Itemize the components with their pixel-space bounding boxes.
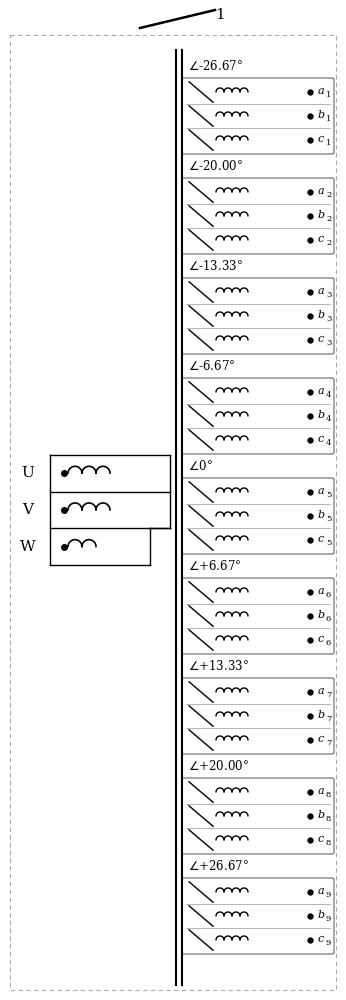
Text: c: c bbox=[318, 134, 324, 144]
Text: a: a bbox=[318, 186, 325, 196]
Text: a: a bbox=[318, 86, 325, 96]
Text: b: b bbox=[318, 510, 325, 520]
Text: 7: 7 bbox=[326, 691, 331, 699]
Text: a: a bbox=[318, 286, 325, 296]
Text: 3: 3 bbox=[326, 315, 331, 323]
Text: c: c bbox=[318, 634, 324, 644]
Text: 8: 8 bbox=[326, 791, 331, 799]
Text: 5: 5 bbox=[326, 491, 331, 499]
Text: b: b bbox=[318, 310, 325, 320]
Text: 9: 9 bbox=[326, 915, 331, 923]
Text: b: b bbox=[318, 610, 325, 620]
Text: a: a bbox=[318, 686, 325, 696]
Text: 7: 7 bbox=[326, 739, 331, 747]
Text: $\angle$-6.67°: $\angle$-6.67° bbox=[188, 359, 235, 373]
Text: 9: 9 bbox=[326, 891, 331, 899]
Text: b: b bbox=[318, 910, 325, 920]
Text: $\angle$+20.00°: $\angle$+20.00° bbox=[188, 759, 249, 773]
Text: 5: 5 bbox=[326, 539, 331, 547]
Text: W: W bbox=[20, 540, 36, 554]
Text: 2: 2 bbox=[326, 239, 331, 247]
Text: $\angle$0°: $\angle$0° bbox=[188, 459, 213, 473]
Text: 1: 1 bbox=[326, 91, 331, 99]
Text: b: b bbox=[318, 810, 325, 820]
Text: 7: 7 bbox=[326, 715, 331, 723]
Text: 2: 2 bbox=[326, 191, 331, 199]
Text: b: b bbox=[318, 210, 325, 220]
Text: 8: 8 bbox=[326, 839, 331, 847]
Text: c: c bbox=[318, 534, 324, 544]
Text: V: V bbox=[22, 503, 34, 517]
Text: $\angle$-20.00°: $\angle$-20.00° bbox=[188, 159, 243, 173]
Text: b: b bbox=[318, 110, 325, 120]
Text: b: b bbox=[318, 710, 325, 720]
Text: $\angle$+26.67°: $\angle$+26.67° bbox=[188, 859, 249, 873]
Text: 6: 6 bbox=[326, 591, 331, 599]
Text: 4: 4 bbox=[326, 439, 331, 447]
Text: c: c bbox=[318, 234, 324, 244]
Text: 2: 2 bbox=[326, 215, 331, 223]
Text: $\angle$-26.67°: $\angle$-26.67° bbox=[188, 59, 243, 73]
Text: 3: 3 bbox=[326, 339, 331, 347]
Text: 8: 8 bbox=[326, 815, 331, 823]
Text: 1: 1 bbox=[326, 139, 331, 147]
Text: c: c bbox=[318, 434, 324, 444]
Text: $\angle$-13.33°: $\angle$-13.33° bbox=[188, 259, 243, 273]
Text: 1: 1 bbox=[215, 8, 225, 22]
Text: a: a bbox=[318, 486, 325, 496]
Text: c: c bbox=[318, 334, 324, 344]
Text: b: b bbox=[318, 410, 325, 420]
Text: 1: 1 bbox=[326, 115, 331, 123]
Text: c: c bbox=[318, 934, 324, 944]
Text: 6: 6 bbox=[326, 639, 331, 647]
Text: 5: 5 bbox=[326, 515, 331, 523]
Text: U: U bbox=[21, 466, 35, 480]
Text: 3: 3 bbox=[326, 291, 331, 299]
Text: c: c bbox=[318, 834, 324, 844]
Text: a: a bbox=[318, 786, 325, 796]
Text: c: c bbox=[318, 734, 324, 744]
Text: $\angle$+13.33°: $\angle$+13.33° bbox=[188, 659, 249, 673]
Text: 9: 9 bbox=[326, 939, 331, 947]
Text: 4: 4 bbox=[326, 415, 331, 423]
Text: 4: 4 bbox=[326, 391, 331, 399]
Text: $\angle$+6.67°: $\angle$+6.67° bbox=[188, 559, 241, 573]
Text: 6: 6 bbox=[326, 615, 331, 623]
Text: a: a bbox=[318, 386, 325, 396]
Text: a: a bbox=[318, 886, 325, 896]
Text: a: a bbox=[318, 586, 325, 596]
